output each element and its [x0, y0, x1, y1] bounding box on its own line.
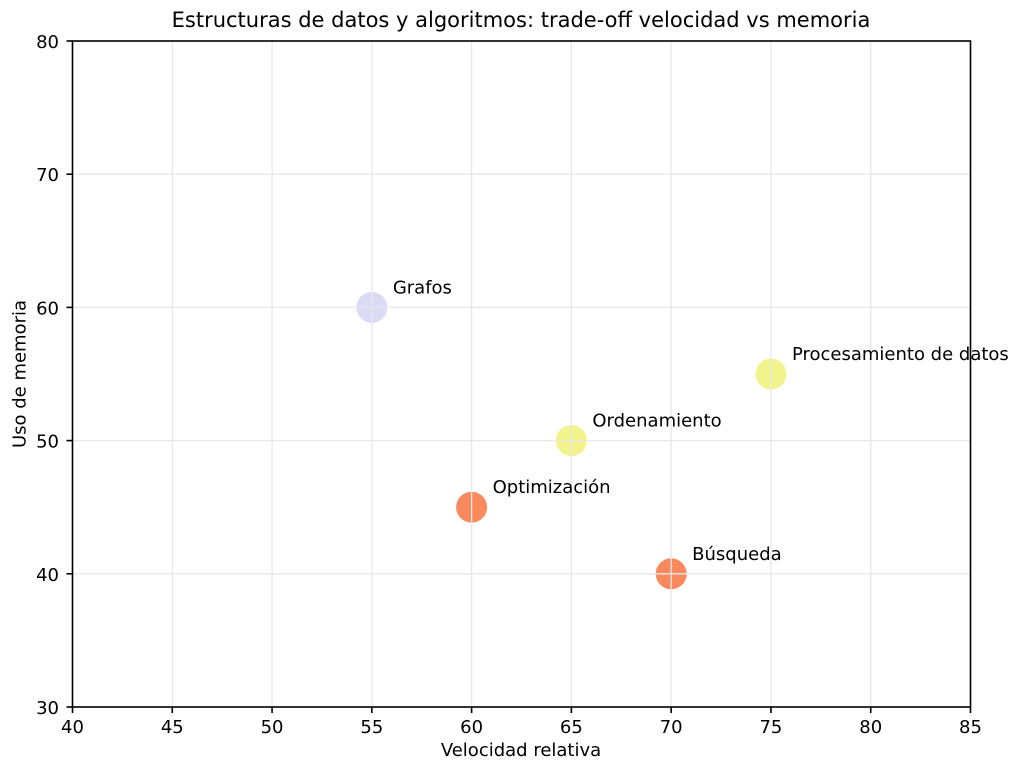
- chart-title: Estructuras de datos y algoritmos: trade…: [171, 8, 871, 32]
- data-point-label-grafos: Grafos: [393, 277, 452, 298]
- y-tick-label: 60: [36, 298, 59, 319]
- x-tick-label: 65: [560, 717, 583, 738]
- data-point-label-procesamiento-de-datos: Procesamiento de datos: [792, 344, 1009, 365]
- x-tick-label: 50: [261, 717, 284, 738]
- y-tick-label: 70: [36, 165, 59, 186]
- x-tick-label: 70: [660, 717, 683, 738]
- data-point-label-ordenamiento: Ordenamiento: [592, 411, 721, 432]
- x-tick-label: 75: [759, 717, 782, 738]
- x-tick-label: 85: [959, 717, 982, 738]
- y-axis-label: Uso de memoria: [9, 299, 31, 449]
- x-tick-label: 80: [859, 717, 882, 738]
- x-tick-label: 60: [460, 717, 483, 738]
- axes-spines: [71, 40, 972, 708]
- data-point-label-optimizacion: Optimización: [493, 477, 611, 498]
- x-axis-label: Velocidad relativa: [440, 740, 602, 761]
- y-tick-label: 40: [36, 565, 59, 586]
- y-tick-label: 50: [36, 432, 59, 453]
- y-tick-label: 30: [36, 698, 59, 719]
- y-tick-label: 80: [36, 32, 59, 53]
- x-tick-label: 40: [61, 717, 84, 738]
- x-tick-label: 45: [161, 717, 184, 738]
- data-point-label-busqueda: Búsqueda: [692, 544, 782, 565]
- x-tick-label: 55: [360, 717, 383, 738]
